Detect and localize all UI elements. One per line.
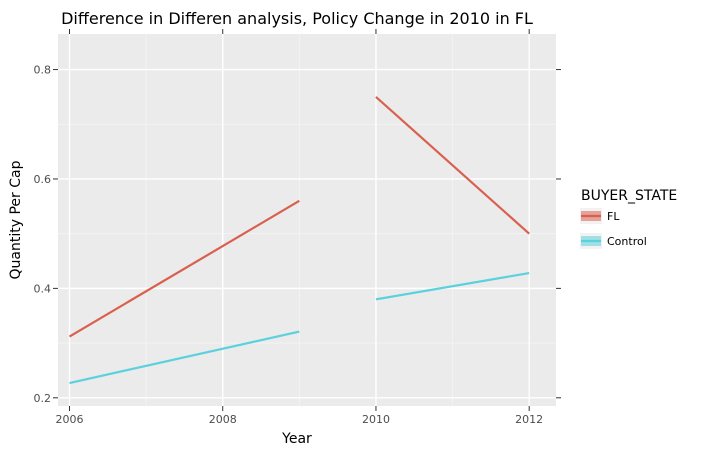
grid-minor	[58, 34, 556, 406]
x-axis-title: Year	[281, 431, 312, 447]
x-tick-label: 2010	[362, 413, 390, 426]
y-tick-label: 0.6	[34, 173, 52, 186]
y-axis-title: Quantity Per Cap	[8, 160, 24, 279]
series-line-control-segment-2	[375, 271, 530, 301]
legend-label-control: Control	[607, 235, 647, 248]
legend-label-fl: FL	[607, 210, 620, 223]
tick-labels: 2006 2008 2010 2012 0.2 0.4 0.6 0.8	[34, 64, 544, 426]
x-tick-label: 2008	[209, 413, 237, 426]
plot-panel	[58, 34, 556, 406]
y-tick-label: 0.2	[34, 392, 52, 405]
chart-title: Difference in Differen analysis, Policy …	[61, 9, 533, 28]
series-line-control-segment-1	[69, 330, 300, 385]
axis-ticks	[53, 29, 561, 411]
legend-entries: FL Control	[580, 208, 647, 249]
series-line-fl-segment-2	[375, 96, 530, 235]
legend-title: BUYER_STATE	[581, 188, 677, 204]
series-line-fl-segment-1	[68, 199, 300, 338]
x-tick-label: 2012	[515, 413, 543, 426]
series-layer	[68, 96, 530, 385]
legend: BUYER_STATE FL Control	[580, 188, 677, 249]
grid-major	[58, 34, 556, 406]
x-tick-label: 2006	[55, 413, 83, 426]
y-tick-label: 0.4	[34, 282, 52, 295]
y-tick-label: 0.8	[34, 64, 52, 77]
